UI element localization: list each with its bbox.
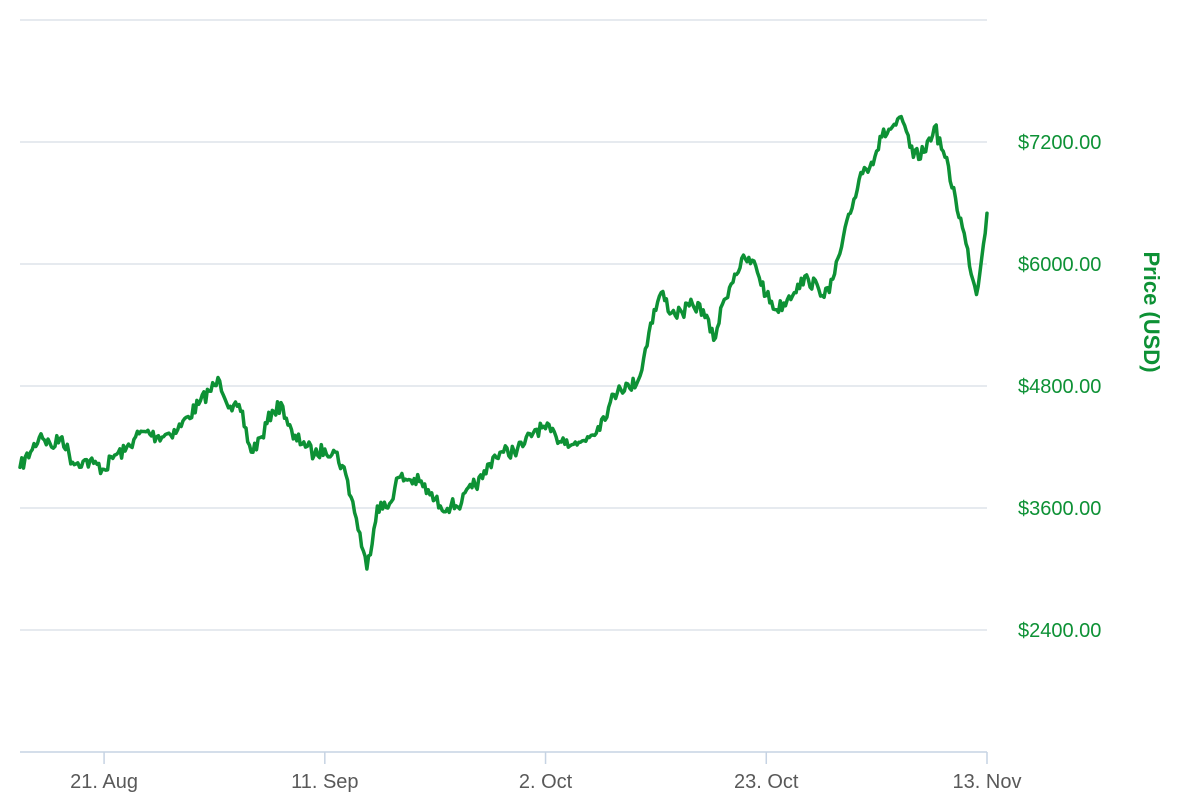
y-tick-label: $4800.00 xyxy=(1018,376,1101,398)
y-axis-title: Price (USD) xyxy=(1139,251,1164,372)
y-axis-labels: $2400.00 $3600.00 $4800.00 $6000.00 $7200.00 xyxy=(1018,132,1101,642)
x-axis-labels: 21. Aug 11. Sep 2. Oct 23. Oct 13. Nov xyxy=(70,771,1021,793)
y-tick-label: $2400.00 xyxy=(1018,620,1101,642)
y-tick-label: $3600.00 xyxy=(1018,498,1101,520)
grid-lines xyxy=(20,19,987,631)
y-tick-label: $6000.00 xyxy=(1018,254,1101,276)
x-tick-label: 13. Nov xyxy=(953,771,1022,793)
x-tick-label: 21. Aug xyxy=(70,771,138,793)
x-tick-label: 11. Sep xyxy=(291,771,358,793)
y-tick-label: $7200.00 xyxy=(1018,132,1101,154)
x-tick-label: 23. Oct xyxy=(734,771,799,793)
price-line xyxy=(18,114,989,571)
x-axis xyxy=(20,751,988,764)
x-tick-label: 2. Oct xyxy=(519,771,573,793)
